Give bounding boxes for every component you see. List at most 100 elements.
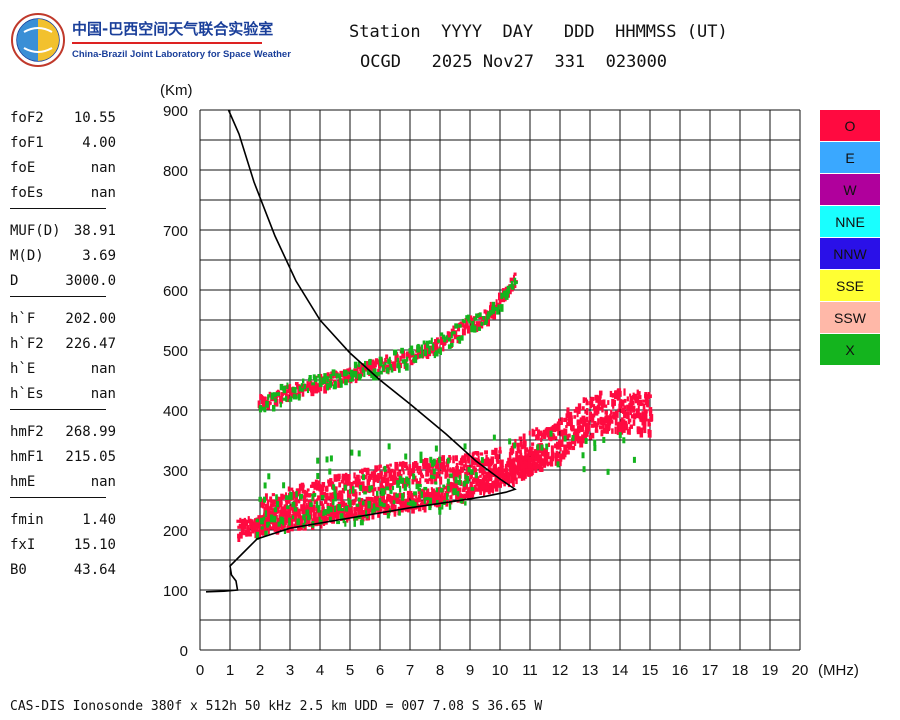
o-mode-echo: [359, 367, 363, 376]
x-mode-echo: [286, 505, 290, 510]
o-mode-echo: [239, 517, 242, 522]
o-mode-echo: [610, 409, 613, 415]
o-mode-echo: [266, 502, 269, 509]
x-mode-echo: [432, 468, 436, 475]
o-mode-echo: [258, 515, 263, 520]
o-mode-echo: [346, 368, 350, 373]
o-mode-echo: [329, 480, 332, 485]
o-mode-echo: [622, 426, 626, 433]
o-mode-echo: [281, 391, 284, 397]
o-mode-echo: [288, 384, 292, 392]
o-mode-echo: [614, 390, 618, 395]
o-mode-echo: [590, 423, 595, 428]
o-mode-echo: [537, 463, 540, 469]
o-mode-echo: [417, 494, 422, 499]
x-mode-echo: [263, 496, 267, 503]
x-mode-echo: [453, 488, 457, 496]
o-mode-echo: [323, 491, 327, 498]
o-mode-echo: [372, 488, 375, 497]
x-mode-echo: [309, 502, 313, 507]
o-mode-echo: [510, 468, 514, 472]
o-mode-echo: [646, 394, 650, 399]
x-mode-echo: [269, 514, 274, 523]
x-mode-echo: [289, 396, 293, 402]
o-mode-echo: [407, 354, 412, 359]
param-row: h`F 202.00: [10, 309, 116, 334]
x-mode-echo: [390, 367, 394, 373]
o-mode-echo: [557, 427, 560, 436]
o-mode-echo: [479, 490, 483, 495]
o-mode-echo: [289, 487, 294, 491]
o-mode-echo: [365, 361, 370, 368]
param-value: nan: [90, 361, 116, 377]
x-mode-echo: [355, 371, 358, 379]
o-mode-echo: [267, 400, 271, 406]
o-mode-echo: [588, 424, 591, 432]
o-mode-echo: [390, 499, 394, 508]
o-mode-echo: [392, 361, 395, 368]
o-mode-echo: [279, 396, 284, 404]
x-mode-echo: [412, 473, 416, 480]
x-tick-label: 15: [642, 662, 659, 679]
x-mode-echo: [469, 469, 474, 475]
o-mode-echo: [339, 491, 343, 500]
o-mode-echo: [467, 487, 471, 492]
o-mode-echo: [430, 477, 434, 485]
o-mode-echo: [443, 465, 447, 470]
o-mode-echo: [309, 499, 313, 504]
o-mode-echo: [475, 488, 479, 492]
x-mode-echo: [435, 487, 439, 493]
o-mode-echo: [514, 457, 519, 462]
x-mode-echo: [383, 465, 387, 472]
o-mode-echo: [433, 476, 438, 484]
o-mode-echo: [498, 482, 502, 488]
o-mode-echo: [528, 465, 533, 470]
x-mode-echo: [344, 379, 348, 386]
param-row: h`Es nan: [10, 384, 116, 409]
x-mode-echo: [379, 360, 383, 367]
o-mode-echo: [566, 407, 570, 416]
o-mode-echo: [559, 448, 562, 452]
x-mode-echo: [445, 335, 448, 340]
o-mode-echo: [360, 475, 363, 479]
o-mode-echo: [582, 419, 586, 427]
x-mode-echo: [335, 373, 338, 379]
o-mode-echo: [577, 403, 582, 411]
o-mode-echo: [437, 470, 442, 474]
x-mode-echo: [491, 306, 495, 314]
o-mode-echo: [440, 489, 444, 498]
o-mode-echo: [308, 494, 311, 498]
x-mode-echo: [315, 501, 319, 508]
x-mode-echo: [482, 315, 486, 320]
o-mode-echo: [356, 367, 359, 374]
x-mode-echo: [368, 358, 372, 362]
param-name: M(D): [10, 248, 44, 264]
lab-name-chinese: 中国-巴西空间天气联合实验室: [72, 20, 274, 38]
x-mode-echo: [320, 495, 325, 500]
x-mode-echo: [367, 500, 371, 509]
o-mode-echo: [347, 494, 351, 501]
o-mode-echo: [569, 415, 573, 419]
param-value: nan: [90, 160, 116, 176]
o-mode-echo: [324, 515, 328, 522]
x-mode-echo: [339, 513, 344, 520]
o-mode-echo: [371, 511, 375, 520]
param-row: h`F2 226.47: [10, 334, 116, 359]
o-mode-echo: [435, 471, 440, 479]
param-name: hmF2: [10, 424, 44, 440]
o-mode-echo: [636, 389, 639, 396]
o-mode-echo: [594, 429, 599, 433]
o-mode-echo: [484, 450, 488, 455]
o-mode-echo: [557, 421, 561, 425]
o-mode-echo: [353, 507, 357, 512]
o-mode-echo: [534, 454, 538, 462]
x-tick-label: 20: [792, 662, 809, 679]
o-mode-echo: [296, 488, 300, 493]
o-mode-echo: [442, 344, 445, 352]
o-mode-echo: [296, 491, 301, 497]
x-mode-echo: [324, 509, 327, 516]
o-mode-echo: [267, 514, 270, 521]
o-mode-echo: [359, 504, 363, 511]
o-mode-echo: [496, 479, 500, 486]
o-mode-echo: [643, 409, 648, 417]
